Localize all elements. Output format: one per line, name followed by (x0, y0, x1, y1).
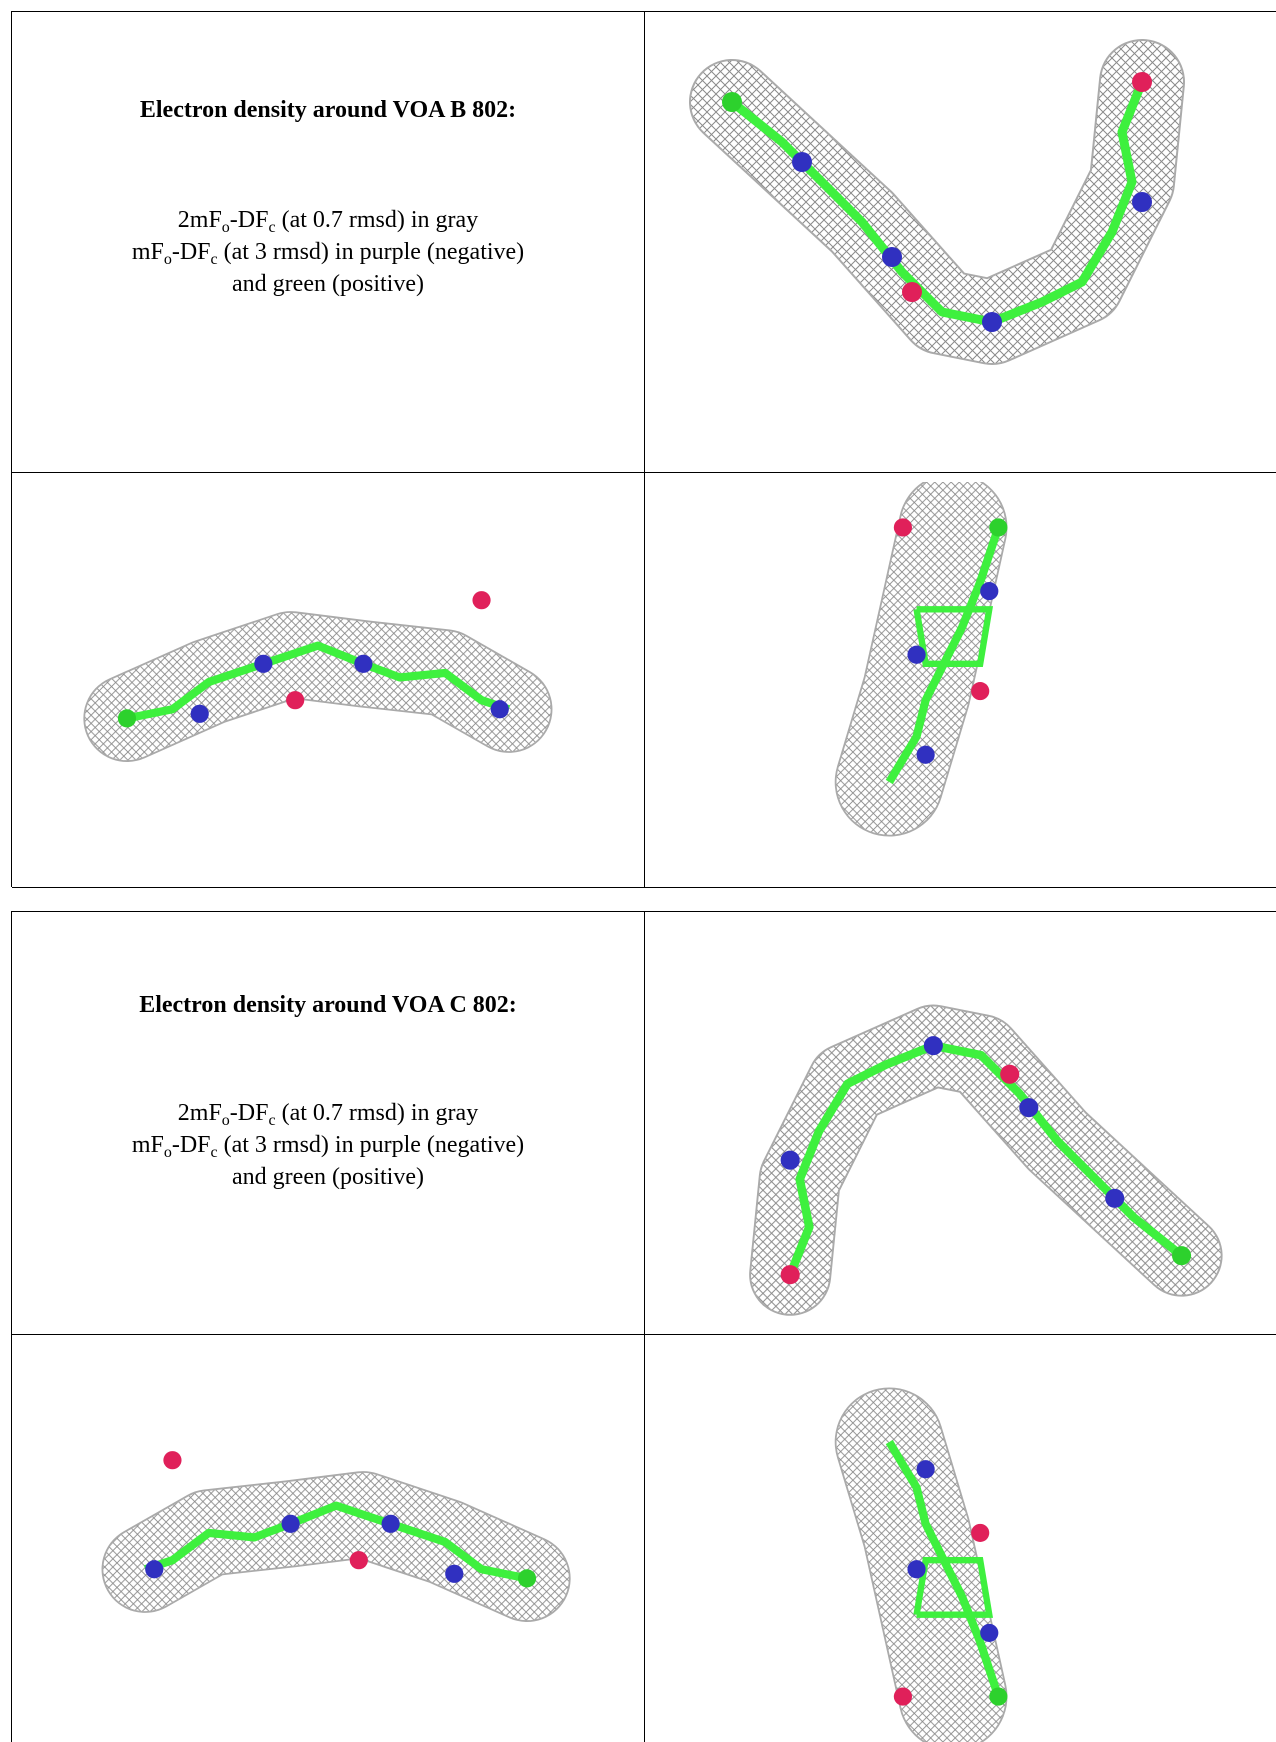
caption-line: and green (positive) (12, 268, 644, 300)
subscript: c (268, 219, 275, 236)
caption-line: mFo-DFc (at 3 rmsd) in purple (negative) (12, 1129, 644, 1161)
subscript: o (164, 251, 172, 268)
divider (644, 887, 1276, 888)
text: -DF (172, 239, 211, 265)
page: {"tables": [ {"title": "Electron density… (0, 0, 1276, 1741)
density-image (657, 482, 1267, 882)
text: and green (positive) (232, 271, 424, 297)
text: (at 0.7 rmsd) in gray (276, 1100, 479, 1126)
text: (at 0.7 rmsd) in gray (276, 207, 479, 233)
text: -DF (230, 207, 269, 233)
text: mF (132, 1132, 164, 1158)
text: mF (132, 239, 164, 265)
density-image (22, 482, 632, 882)
text: 2mF (178, 207, 222, 233)
density-image (657, 22, 1267, 462)
table: Electron density around VOA C 802: 2mFo-… (11, 911, 1276, 1742)
density-image (657, 1342, 1267, 1742)
caption-line: and green (positive) (12, 1161, 644, 1193)
density-image (657, 912, 1267, 1332)
subscript: o (222, 219, 230, 236)
subscript: c (211, 251, 218, 268)
text: (at 3 rmsd) in purple (negative) (218, 1132, 525, 1158)
divider (644, 12, 645, 887)
text: (at 3 rmsd) in purple (negative) (218, 239, 525, 265)
table: Electron density around VOA B 802: 2mFo-… (11, 11, 1276, 887)
caption-line: 2mFo-DFc (at 0.7 rmsd) in gray (12, 1097, 644, 1129)
text: -DF (230, 1100, 269, 1126)
subscript: o (164, 1144, 172, 1161)
divider (12, 887, 644, 888)
subscript: c (268, 1112, 275, 1129)
subscript: o (222, 1112, 230, 1129)
caption-line: mFo-DFc (at 3 rmsd) in purple (negative) (12, 236, 644, 268)
text: -DF (172, 1132, 211, 1158)
caption-line: 2mFo-DFc (at 0.7 rmsd) in gray (12, 204, 644, 236)
text: 2mF (178, 1100, 222, 1126)
divider (12, 472, 1276, 473)
caption-title: Electron density around VOA C 802: (12, 992, 644, 1019)
subscript: c (211, 1144, 218, 1161)
density-image (22, 1342, 632, 1742)
caption-title: Electron density around VOA B 802: (12, 97, 644, 124)
divider (644, 912, 645, 1742)
text: and green (positive) (232, 1164, 424, 1190)
divider (12, 1334, 1276, 1335)
